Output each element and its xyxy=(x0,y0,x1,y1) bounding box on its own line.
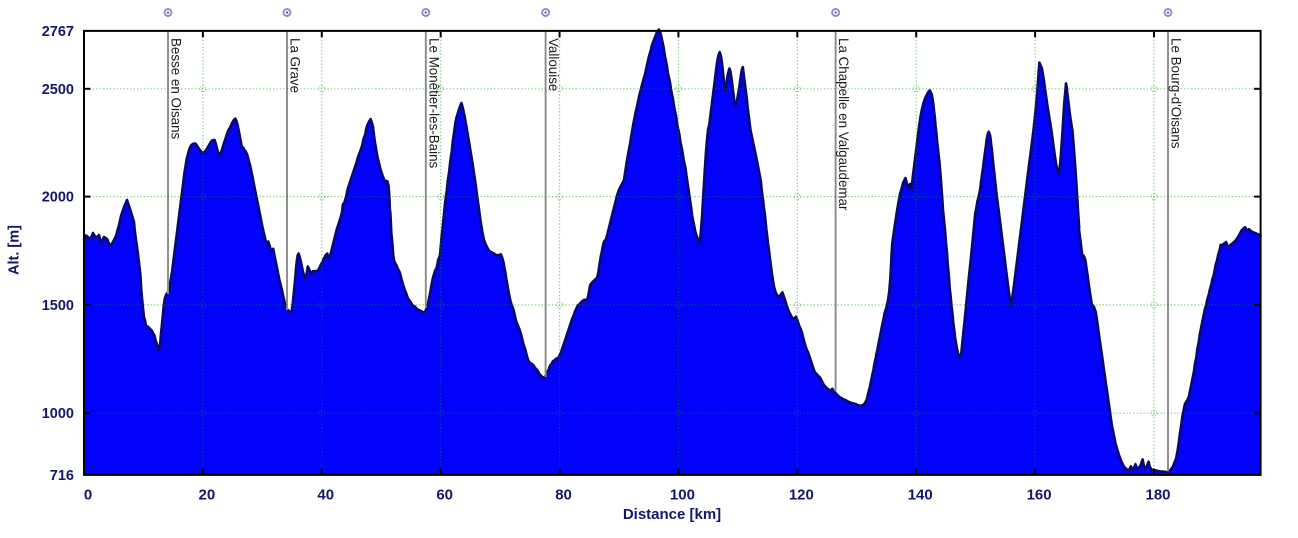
svg-text:Besse en Oisans: Besse en Oisans xyxy=(169,38,184,140)
svg-text:Le Bourg-d'Oisans: Le Bourg-d'Oisans xyxy=(1169,38,1184,149)
svg-text:40: 40 xyxy=(317,487,334,504)
svg-text:160: 160 xyxy=(1027,487,1052,504)
svg-text:20: 20 xyxy=(199,487,216,504)
svg-text:Le Monêtier-les-Bains: Le Monêtier-les-Bains xyxy=(426,38,441,169)
svg-text:2000: 2000 xyxy=(42,190,74,206)
svg-text:120: 120 xyxy=(789,487,814,504)
svg-text:0: 0 xyxy=(84,487,92,504)
svg-text:80: 80 xyxy=(555,487,572,504)
svg-text:Distance [km]: Distance [km] xyxy=(623,506,721,523)
svg-text:Vallouise: Vallouise xyxy=(546,38,561,91)
svg-text:1000: 1000 xyxy=(42,406,74,422)
svg-text:140: 140 xyxy=(908,487,933,504)
svg-text:1500: 1500 xyxy=(42,298,74,314)
svg-text:60: 60 xyxy=(436,487,453,504)
svg-text:2500: 2500 xyxy=(42,82,74,98)
svg-text:Alt. [m]: Alt. [m] xyxy=(7,225,23,275)
svg-text:2767: 2767 xyxy=(42,24,74,40)
svg-text:La Chapelle en Valgaudemar: La Chapelle en Valgaudemar xyxy=(836,38,851,211)
svg-text:La Grave: La Grave xyxy=(288,38,303,93)
svg-text:180: 180 xyxy=(1145,487,1170,504)
svg-text:716: 716 xyxy=(50,468,74,484)
svg-text:100: 100 xyxy=(670,487,695,504)
